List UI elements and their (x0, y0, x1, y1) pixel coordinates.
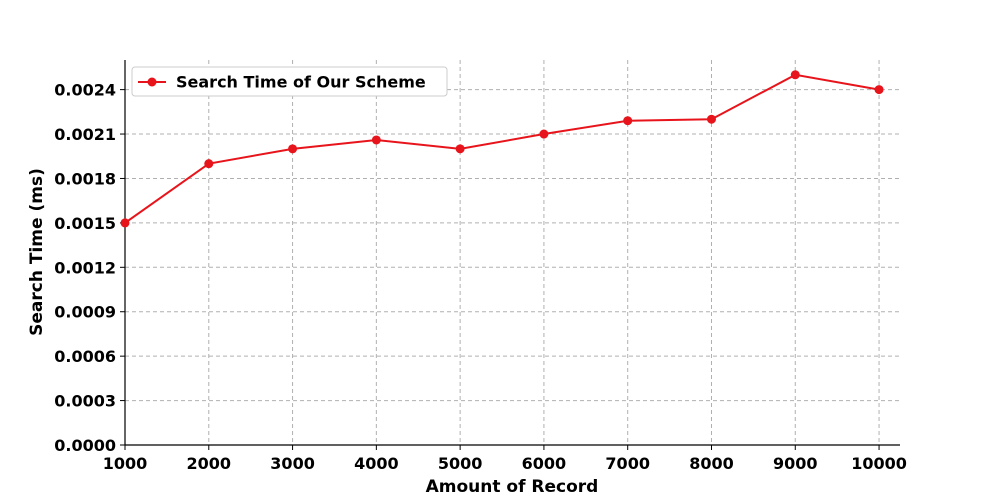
x-tick-label: 1000 (103, 454, 148, 473)
x-tick-label: 5000 (438, 454, 483, 473)
x-tick-label: 10000 (851, 454, 907, 473)
legend-point-marker (147, 77, 157, 87)
data-point (623, 116, 633, 126)
data-point (288, 144, 298, 154)
tick-labels: 0.0000 0.0003 0.0006 0.0009 0.0012 0.0015 0.00… (54, 81, 907, 473)
data-point (455, 144, 465, 154)
y-tick-label: 0.0021 (54, 125, 116, 144)
legend-entry: Search Time of Our Scheme (176, 73, 426, 92)
series-line (124, 73, 880, 224)
x-axis-label: Amount of Record (426, 477, 599, 497)
x-tick-label: 2000 (187, 454, 232, 473)
y-tick-label: 0.0003 (54, 392, 116, 411)
y-tick-label: 0.0015 (54, 214, 116, 233)
series (120, 70, 884, 228)
legend-box (131, 66, 448, 97)
y-axis-label: Search Time (ms) (27, 168, 47, 336)
data-point (539, 129, 549, 139)
legend: Search Time of Our Scheme (131, 66, 448, 97)
y-tick-label: 0.0024 (54, 81, 116, 100)
y-tick-label: 0.0000 (54, 436, 116, 455)
data-point (790, 70, 800, 80)
grid (125, 60, 900, 445)
y-tick-label: 0.0018 (54, 169, 116, 188)
data-point (120, 218, 130, 228)
data-point (371, 135, 381, 145)
y-tick-label: 0.0009 (54, 303, 116, 322)
x-tick-label: 9000 (773, 454, 818, 473)
x-tick-label: 8000 (689, 454, 734, 473)
data-point (874, 85, 884, 95)
x-tick-label: 7000 (605, 454, 650, 473)
x-tick-label: 3000 (270, 454, 315, 473)
y-tick-label: 0.0012 (54, 258, 116, 277)
data-point (706, 114, 716, 124)
x-tick-label: 4000 (354, 454, 399, 473)
y-tick-label: 0.0006 (54, 347, 116, 366)
x-tick-label: 6000 (522, 454, 567, 473)
axes (124, 60, 900, 446)
data-point (204, 159, 214, 169)
